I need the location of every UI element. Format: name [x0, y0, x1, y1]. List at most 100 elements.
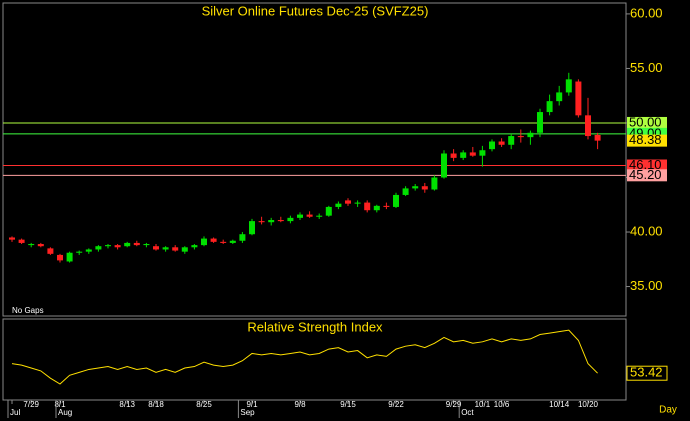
y-tick-label: 55.00: [630, 60, 663, 75]
rsi-panel: [2, 318, 627, 401]
candle-body: [153, 246, 159, 250]
candle-body: [258, 221, 265, 223]
candle-body: [9, 237, 15, 240]
x-tick-label: 9/22: [388, 400, 404, 409]
x-tick-label: 10/1: [475, 400, 491, 409]
candle-body: [105, 245, 111, 247]
candle-body: [469, 152, 476, 156]
x-tick-label: 9/15: [340, 400, 356, 409]
candle-body: [527, 132, 534, 138]
candle-body: [594, 134, 601, 141]
note: No Gaps: [12, 306, 44, 315]
candle-body: [239, 234, 246, 241]
candle-body: [373, 205, 380, 211]
candle-body: [133, 242, 140, 246]
price-panel: [2, 2, 627, 317]
candle-body: [124, 242, 131, 247]
candle-body: [143, 244, 150, 246]
x-tick-label: 7/29: [23, 400, 39, 409]
candle-body: [162, 247, 169, 250]
level-label: 50.00: [629, 114, 662, 129]
candle-body: [114, 245, 121, 248]
month-label: Jul: [10, 408, 20, 417]
rsi-box: [626, 365, 668, 381]
candle-body: [585, 115, 591, 137]
level-label: 45.20: [629, 167, 662, 182]
candle-body: [18, 239, 25, 243]
level-box: [627, 159, 667, 172]
x-tick-label: 10/14: [549, 400, 570, 409]
x-tick-label: 10/6: [494, 400, 510, 409]
candle-body: [325, 206, 332, 216]
candle-body: [201, 238, 207, 246]
level-box: [627, 169, 667, 182]
candle-body: [565, 79, 572, 93]
x-tick-label: 10/20: [578, 400, 599, 409]
candle-body: [28, 244, 35, 246]
candle-body: [489, 141, 495, 150]
candle-body: [268, 220, 275, 223]
candle-body: [316, 215, 323, 217]
y-tick-label: 40.00: [630, 223, 663, 238]
candle-body: [383, 205, 390, 207]
candle-body: [498, 141, 505, 145]
candle-body: [450, 153, 457, 158]
last-price-box: [627, 134, 667, 147]
candle-body: [85, 249, 92, 252]
month-label: Sep: [240, 408, 255, 417]
y-tick-label: 60.00: [630, 5, 663, 20]
x-tick-label: 9/29: [446, 400, 462, 409]
candle-body: [249, 221, 255, 235]
month-label: Aug: [58, 408, 72, 417]
candle-body: [66, 252, 73, 262]
x-tick-label: 8/13: [119, 400, 135, 409]
candle-body: [287, 217, 294, 222]
x-tick-label: 9/8: [294, 400, 306, 409]
candle-body: [229, 240, 236, 243]
level-label: 46.10: [629, 157, 662, 172]
candle-body: [537, 112, 543, 133]
candle-body: [95, 246, 102, 250]
candle-body: [508, 136, 515, 145]
candle-body: [191, 245, 198, 248]
candle-body: [441, 153, 447, 178]
candle-body: [37, 244, 44, 247]
chart-title: Silver Online Futures Dec-25 (SVFZ25): [202, 3, 429, 18]
candle-body: [335, 203, 342, 207]
candle-body: [364, 202, 371, 211]
x-tick-label: 8/25: [196, 400, 212, 409]
candle-body: [345, 200, 351, 204]
rsi-title: Relative Strength Index: [247, 319, 383, 334]
candle-body: [47, 248, 54, 254]
x-tick-label: 9/1: [246, 400, 258, 409]
x-tick-label: 8/18: [148, 400, 164, 409]
candle-body: [172, 247, 179, 251]
candle-body: [460, 152, 467, 158]
rsi-line: [11, 329, 598, 385]
x-tick-label: 8/1: [54, 400, 66, 409]
candle-body: [421, 186, 428, 190]
candle-body: [412, 186, 419, 189]
x-unit: Day: [659, 405, 677, 416]
candle-body: [306, 214, 313, 217]
level-box: [627, 116, 667, 129]
candle-body: [393, 194, 399, 207]
candle-body: [57, 254, 63, 261]
candle-body: [220, 241, 227, 243]
last-price-label: 48.38: [629, 132, 662, 147]
candle-body: [546, 101, 553, 113]
candle-body: [297, 214, 303, 218]
y-tick-label: 35.00: [630, 278, 663, 293]
rsi-last-label: 53.42: [630, 365, 663, 380]
month-label: Oct: [461, 408, 474, 417]
candle-body: [431, 177, 438, 190]
candle-body: [517, 136, 524, 138]
candle-body: [76, 251, 83, 253]
candle-body: [354, 202, 361, 204]
candle-body: [575, 81, 582, 116]
candle-body: [181, 247, 188, 252]
candle-body: [402, 188, 409, 195]
candle-body: [556, 92, 563, 102]
candle-body: [277, 220, 284, 222]
